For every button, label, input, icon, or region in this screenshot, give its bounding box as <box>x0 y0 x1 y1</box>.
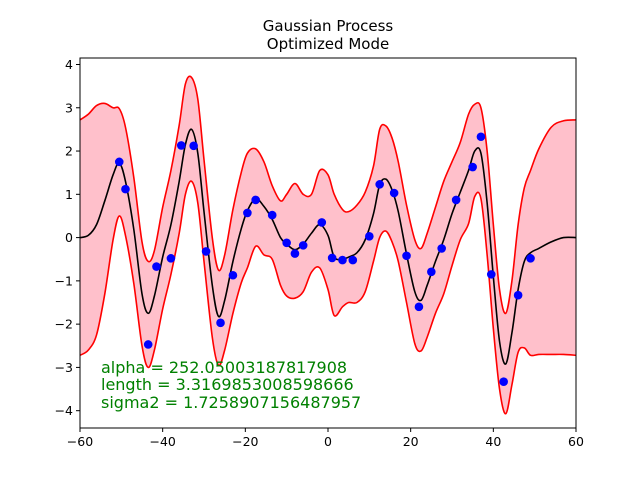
observation-point <box>513 290 523 300</box>
x-tick-label: 60 <box>568 434 584 449</box>
observation-point <box>375 180 384 189</box>
observation-point <box>451 195 461 205</box>
plot-area: −60 −40 −20 0 20 40 60 −4 −3 −2 −1 0 1 2 3 4 <box>55 57 584 449</box>
x-tick-label: −20 <box>232 434 258 449</box>
mean-line <box>80 128 576 365</box>
observation-point <box>121 184 130 194</box>
y-tick-label: −2 <box>55 317 73 332</box>
parameter-annotations: alpha = 252.05003187817908 length = 3.31… <box>101 358 361 412</box>
chart-subtitle: Optimized Mode <box>267 35 389 53</box>
annotation-sigma2: sigma2 = 1.7258907156487957 <box>101 393 361 412</box>
observation-point <box>327 253 337 263</box>
observation-point <box>201 247 211 256</box>
annotation-alpha: alpha = 252.05003187817908 <box>101 358 347 377</box>
observation-point <box>427 267 436 277</box>
observation-point <box>290 249 300 258</box>
chart-title: Gaussian Process <box>263 17 394 35</box>
observation-point <box>298 241 308 250</box>
x-tick-label: −40 <box>149 434 175 449</box>
y-tick-label: 1 <box>65 187 73 202</box>
observation-point <box>468 162 477 172</box>
x-tick-label: −60 <box>67 434 93 449</box>
y-tick-label: −4 <box>55 403 73 418</box>
observation-point <box>267 210 277 220</box>
observation-point <box>365 231 374 241</box>
observation-point <box>243 208 252 218</box>
x-tick-label: 20 <box>403 434 419 449</box>
y-tick-label: 3 <box>65 100 73 115</box>
observation-point <box>526 254 535 263</box>
y-tick-label: 2 <box>65 144 73 159</box>
y-tick-label: −1 <box>55 273 73 288</box>
lower-bound-line <box>80 180 576 415</box>
upper-bound-line <box>80 75 576 315</box>
observation-point <box>402 251 411 261</box>
y-tick-label: −3 <box>55 360 73 375</box>
observation-point <box>282 238 291 248</box>
observation-point <box>114 157 124 167</box>
observation-point <box>152 262 161 271</box>
observation-point <box>228 270 238 280</box>
observation-point <box>176 141 186 150</box>
y-tick-label: 0 <box>65 230 73 245</box>
observation-point <box>338 255 347 265</box>
observation-point <box>437 244 446 253</box>
observation-point <box>414 302 424 312</box>
observation-point <box>189 141 198 151</box>
observation-point <box>348 255 358 265</box>
observation-point <box>499 377 508 387</box>
observation-point <box>143 340 153 349</box>
observation-point <box>251 195 260 205</box>
observation-point <box>166 254 176 263</box>
x-tick-label: 40 <box>485 434 501 449</box>
x-tick-label: 0 <box>324 434 332 449</box>
annotation-length: length = 3.3169853008598666 <box>101 375 354 394</box>
observation-point <box>317 218 327 227</box>
observation-point <box>216 318 225 328</box>
observation-point <box>389 188 399 198</box>
observation-point <box>476 132 486 142</box>
y-tick-label: 4 <box>65 57 73 72</box>
observation-point <box>486 270 496 279</box>
